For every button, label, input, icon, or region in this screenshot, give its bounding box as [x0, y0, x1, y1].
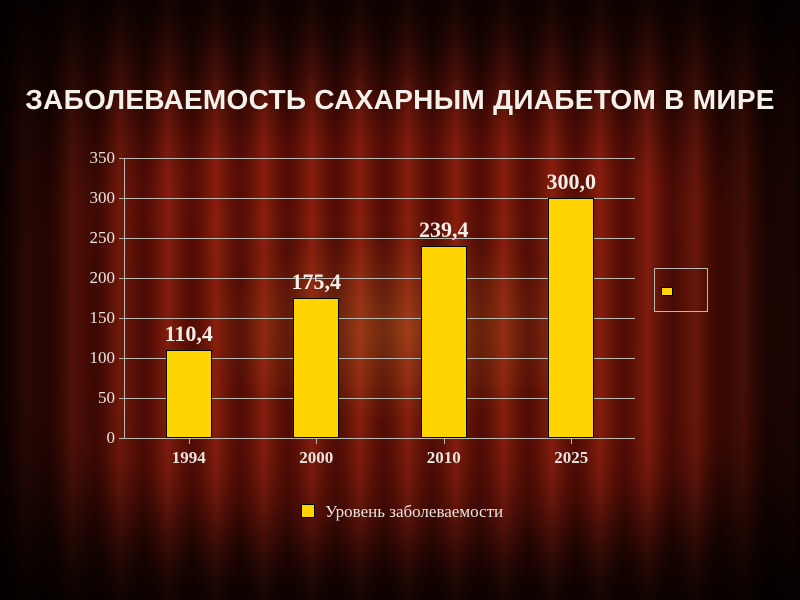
y-tick — [119, 318, 125, 319]
bar-value-label: 300,0 — [546, 169, 596, 195]
slide-stage: ЗАБОЛЕВАЕМОСТЬ САХАРНЫМ ДИАБЕТОМ В МИРЕ … — [0, 0, 800, 600]
x-axis-label: 2010 — [427, 448, 461, 468]
y-tick — [119, 438, 125, 439]
y-tick — [119, 238, 125, 239]
legend-label: Уровень заболеваемости — [325, 502, 503, 521]
y-axis-label: 350 — [90, 148, 116, 168]
x-tick — [316, 438, 317, 444]
bar: 239,4 — [421, 246, 467, 438]
y-axis-label: 0 — [107, 428, 116, 448]
y-axis-label: 300 — [90, 188, 116, 208]
legend-swatch-icon — [661, 287, 673, 296]
x-tick — [571, 438, 572, 444]
x-axis-label: 2000 — [299, 448, 333, 468]
y-axis-label: 250 — [90, 228, 116, 248]
x-axis-label: 2025 — [554, 448, 588, 468]
y-axis-label: 100 — [90, 348, 116, 368]
chart-container: 0 50 100 150 200 250 300 350 110,4 1994 175,4 2000 2… — [72, 150, 732, 530]
bar: 175,4 — [293, 298, 339, 438]
bar-value-label: 175,4 — [291, 269, 341, 295]
side-legend-box — [654, 268, 708, 312]
y-tick — [119, 198, 125, 199]
y-tick — [119, 158, 125, 159]
legend: Уровень заболеваемости — [72, 502, 732, 522]
bar-value-label: 239,4 — [419, 217, 469, 243]
x-axis-label: 1994 — [172, 448, 206, 468]
x-tick — [444, 438, 445, 444]
y-tick — [119, 358, 125, 359]
bar: 300,0 — [548, 198, 594, 438]
y-axis-label: 150 — [90, 308, 116, 328]
y-tick — [119, 278, 125, 279]
legend-swatch-icon — [301, 504, 315, 518]
y-axis-label: 200 — [90, 268, 116, 288]
chart-title: ЗАБОЛЕВАЕМОСТЬ САХАРНЫМ ДИАБЕТОМ В МИРЕ — [0, 84, 800, 116]
y-axis-label: 50 — [98, 388, 115, 408]
y-tick — [119, 398, 125, 399]
bar: 110,4 — [166, 350, 212, 438]
bar-value-label: 110,4 — [165, 321, 213, 347]
gridline — [125, 158, 635, 159]
plot-area: 050100150200250300350110,41994175,420002… — [124, 158, 635, 439]
x-tick — [189, 438, 190, 444]
